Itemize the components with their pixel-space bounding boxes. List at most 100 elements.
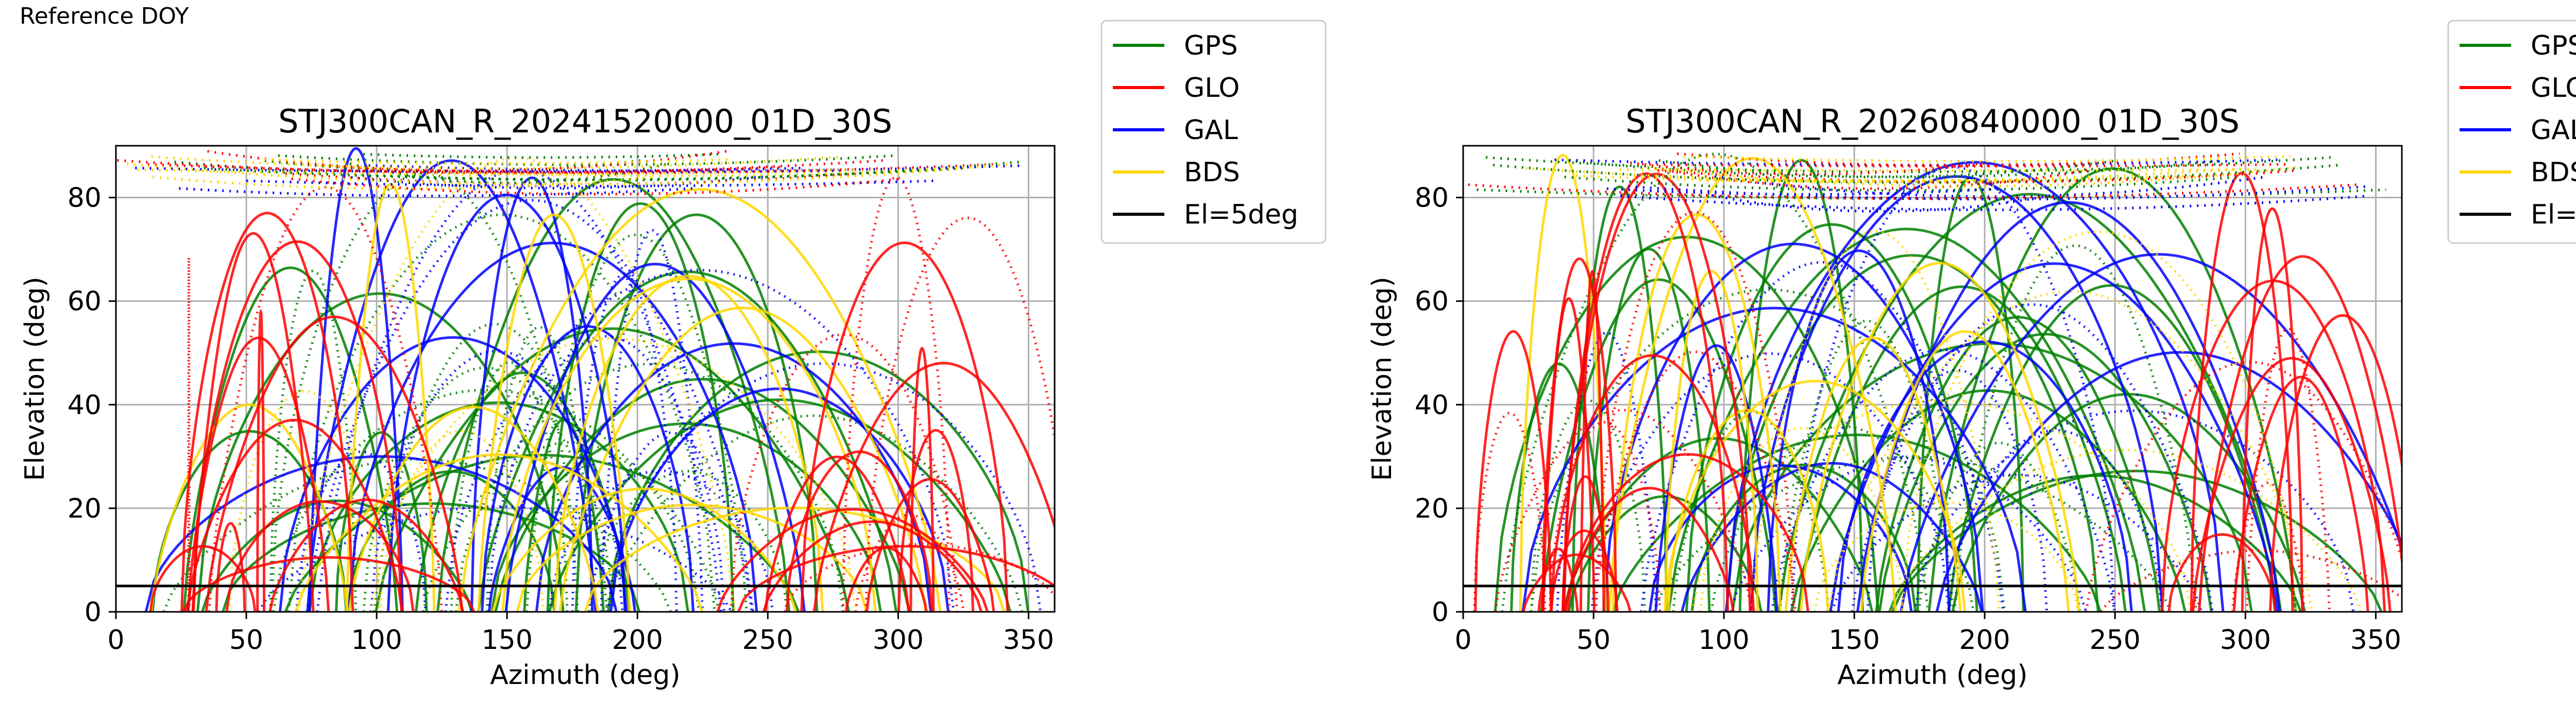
track-glo-zenith: [1662, 168, 2091, 190]
legend-label: El=5deg: [2531, 199, 2576, 230]
y-tick-label: 20: [67, 493, 101, 524]
track-gps: [182, 266, 399, 612]
x-tick-label: 250: [742, 625, 793, 656]
track-gal: [1648, 464, 1913, 612]
track-glo: [2167, 533, 2277, 612]
y-axis-title: Elevation (deg): [1367, 277, 1398, 481]
track-glo: [1562, 172, 1730, 612]
track-gal: [1654, 344, 1778, 612]
track-glo: [1593, 350, 1797, 612]
x-axis-title: Azimuth (deg): [490, 660, 680, 691]
track-gal: [444, 268, 955, 612]
track-bds: [558, 306, 927, 612]
x-tick-label: 0: [1454, 625, 1471, 656]
track-glo: [812, 362, 1055, 612]
legend-box: [1100, 20, 1327, 244]
track-gps: [284, 454, 800, 612]
track-glo: [762, 520, 983, 612]
track-gal: [548, 469, 774, 612]
legend: GPS GLO GAL BDS El=5deg: [1100, 20, 1327, 244]
legend-label: GLO: [1184, 73, 1240, 104]
track-glo: [2241, 207, 2304, 612]
satellite-tracks: [117, 147, 1055, 612]
track-gps: [1927, 167, 2297, 612]
track-gps: [201, 499, 473, 612]
track-gps: [1725, 254, 2099, 612]
track-glo: [764, 455, 910, 612]
chart-title: STJ300CAN_R_20260840000_01D_30S: [1625, 102, 2240, 140]
track-glo: [1474, 330, 1553, 612]
track-bds: [1519, 153, 1607, 612]
track-glo: [191, 240, 403, 612]
legend-box: [2447, 20, 2576, 244]
track-gal-zenith: [344, 175, 764, 190]
x-tick-label: 50: [1577, 625, 1611, 656]
track-bds: [1827, 290, 2314, 612]
x-tick-label: 200: [612, 625, 663, 656]
plot-frame: [115, 145, 1056, 613]
track-gal: [1749, 175, 2164, 612]
y-tick-label: 80: [67, 183, 101, 214]
track-gal: [1767, 249, 1951, 612]
track-glo-zenith: [291, 177, 902, 196]
track-glo: [180, 212, 354, 612]
y-tick-label: 40: [1415, 390, 1449, 421]
track-glo: [1566, 453, 1809, 612]
track-gps: [1953, 244, 2198, 612]
track-glo: [785, 450, 934, 612]
track-gal: [386, 193, 626, 612]
track-bds: [501, 277, 877, 612]
legend-label: GAL: [2531, 115, 2576, 146]
track-gal: [1681, 461, 1983, 612]
track-bds: [295, 453, 704, 612]
y-tick-label: 0: [1432, 597, 1449, 628]
track-gal: [1913, 409, 2355, 612]
track-gal: [588, 431, 753, 612]
track-bds: [553, 275, 824, 612]
track-bds: [228, 389, 381, 612]
y-axis-title: Elevation (deg): [20, 277, 50, 481]
track-bds-zenith: [1526, 167, 2247, 182]
track-bds: [370, 337, 857, 612]
legend: GPS GLO GAL BDS El=5deg: [2447, 20, 2576, 244]
legend-label: GLO: [2531, 73, 2576, 104]
y-tick-label: 40: [67, 390, 101, 421]
x-tick-label: 50: [229, 625, 263, 656]
y-tick-label: 60: [67, 286, 101, 317]
legend-label: GAL: [1184, 115, 1238, 146]
track-gal: [1590, 352, 1951, 612]
x-tick-label: 100: [1698, 625, 1749, 656]
track-gal: [600, 229, 704, 612]
track-glo: [2160, 279, 2386, 612]
track-glo: [182, 556, 476, 612]
chart-panel-2: 0 50 100 150 200 250 300 350 0 20 40 60 80 STJ300CAN_…: [1367, 20, 2576, 691]
track-bds: [477, 213, 631, 612]
x-tick-label: 250: [2090, 625, 2141, 656]
track-glo: [2197, 255, 2402, 612]
track-gal: [1947, 428, 2163, 612]
track-bds: [1664, 380, 1967, 612]
track-glo: [208, 185, 443, 612]
track-glo: [256, 308, 266, 612]
x-tick-label: 100: [351, 625, 402, 656]
track-gps: [454, 363, 845, 612]
track-glo-zenith: [147, 163, 997, 175]
track-glo: [1473, 412, 1547, 612]
track-bds: [457, 188, 942, 612]
legend-label: BDS: [2531, 157, 2576, 188]
track-bds: [347, 405, 600, 612]
track-bds: [345, 183, 436, 612]
track-glo: [1562, 173, 1752, 612]
x-tick-label: 300: [2220, 625, 2271, 656]
track-bds-zenith: [1647, 166, 2296, 188]
x-tick-label: 300: [873, 625, 924, 656]
track-bds: [1860, 330, 2070, 612]
legend-label: GPS: [2531, 30, 2576, 61]
track-gal-zenith: [246, 179, 935, 187]
track-glo: [185, 419, 403, 612]
track-bds: [1784, 336, 1962, 612]
track-glo: [1550, 529, 1619, 612]
track-gal: [535, 342, 933, 612]
chart-panel-1: 0 50 100 150 200 250 300 350 0 20 40 60 80 STJ300CAN_…: [20, 20, 1327, 691]
track-gal: [1725, 161, 2225, 612]
